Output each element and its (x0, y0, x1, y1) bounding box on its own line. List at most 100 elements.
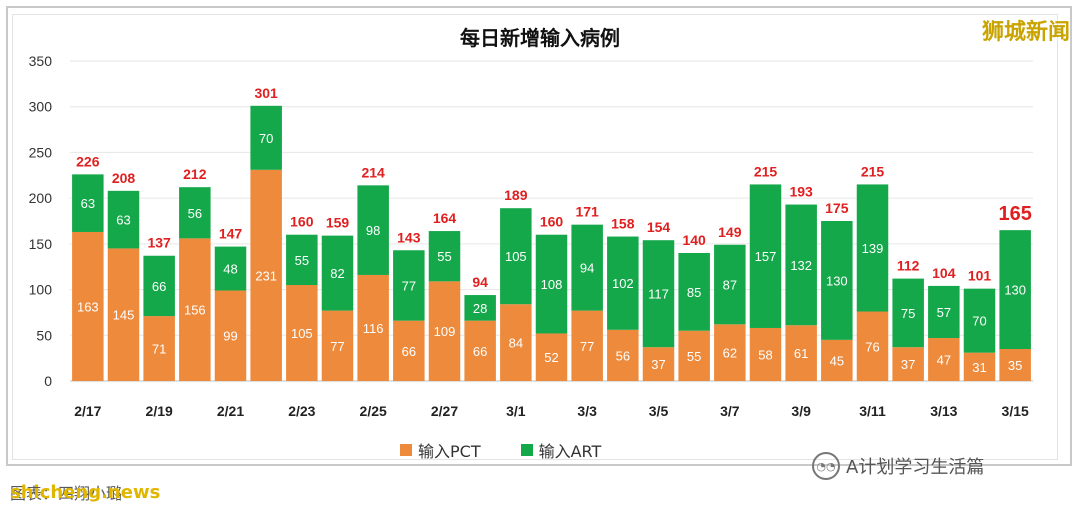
data-label-total: 301 (254, 85, 278, 101)
x-tick-label: 2/19 (146, 403, 173, 419)
x-tick-label: 3/3 (577, 403, 597, 419)
bar-art (892, 278, 924, 348)
data-label-art: 102 (612, 276, 634, 291)
data-label-total: 112 (897, 258, 920, 274)
bar-pct (464, 320, 496, 381)
data-label-art: 63 (116, 213, 130, 228)
data-label-total: 226 (76, 153, 100, 169)
data-label-total: 147 (219, 226, 243, 242)
bar-art (179, 187, 211, 239)
data-label-art: 63 (81, 196, 95, 211)
bar-art (821, 221, 853, 340)
bar-art (464, 295, 496, 321)
data-label-pct: 45 (830, 353, 844, 368)
legend: 输入PCT 输入ART (400, 438, 601, 462)
bar-art (286, 234, 318, 285)
bar-pct (72, 231, 104, 381)
data-label-art: 139 (862, 241, 884, 256)
legend-swatch-art (520, 444, 533, 456)
data-label-pct: 52 (544, 350, 558, 365)
bar-pct (785, 325, 817, 381)
data-label-art: 98 (366, 223, 380, 238)
bar-art (928, 285, 960, 339)
bar-pct (393, 320, 425, 381)
data-label-pct: 66 (473, 344, 487, 359)
chart-frame (6, 6, 1072, 466)
data-label-art: 105 (505, 249, 527, 264)
data-label-pct: 77 (580, 339, 594, 354)
x-tick-label: 2/25 (360, 403, 387, 419)
bar-art (571, 224, 603, 311)
data-label-art: 132 (790, 258, 812, 273)
data-label-total: 154 (647, 219, 671, 235)
bar-art (250, 105, 282, 170)
data-label-pct: 35 (1008, 358, 1022, 373)
legend-label-pct: 输入PCT (418, 442, 481, 461)
bar-pct (179, 238, 211, 381)
bar-pct (928, 338, 960, 381)
bar-pct (642, 347, 675, 381)
data-label-pct: 156 (184, 303, 206, 318)
data-label-pct: 61 (794, 346, 808, 361)
data-label-pct: 47 (937, 353, 951, 368)
data-label-pct: 116 (363, 321, 384, 336)
legend-item-art: 输入ART (520, 438, 602, 462)
bar-art (642, 240, 675, 348)
legend-label-art: 输入ART (538, 442, 602, 461)
wechat-icon: ◔◔ (812, 452, 840, 480)
account-name: A计划学习生活篇 (846, 457, 985, 478)
legend-item-pct: 输入PCT (400, 438, 481, 462)
data-label-pct: 77 (330, 339, 344, 354)
data-label-pct: 109 (434, 324, 456, 339)
data-label-pct: 66 (402, 344, 416, 359)
bar-pct (856, 311, 889, 381)
data-label-total: 189 (504, 187, 528, 203)
data-label-pct: 105 (291, 326, 313, 341)
data-label-pct: 76 (865, 339, 879, 354)
account-watermark: ◔◔ A计划学习生活篇 (812, 452, 984, 480)
bar-art (107, 190, 140, 249)
data-label-art: 55 (437, 249, 451, 264)
data-label-art: 28 (473, 301, 487, 316)
bar-art (999, 230, 1031, 349)
data-label-total: 193 (789, 184, 813, 200)
x-tick-label: 3/5 (649, 403, 669, 419)
data-label-art: 48 (223, 262, 237, 277)
bar-pct (999, 349, 1031, 381)
x-tick-label: 3/15 (1002, 403, 1029, 419)
chart-title: 每日新增输入病例 (460, 26, 620, 50)
x-tick-label: 3/9 (791, 403, 811, 419)
site-watermark: shicheng.news (10, 482, 161, 503)
data-label-art: 157 (755, 249, 777, 264)
x-tick-label: 2/27 (431, 403, 458, 419)
data-label-total: 149 (718, 224, 742, 240)
bar-art (714, 244, 746, 325)
data-label-art: 82 (330, 266, 344, 281)
x-tick-label: 3/7 (720, 403, 740, 419)
x-tick-label: 2/21 (217, 403, 244, 419)
bar-art (321, 235, 354, 311)
y-tick-label: 200 (29, 190, 53, 206)
bar-pct (357, 274, 389, 381)
brand-watermark: 狮城新闻 (981, 20, 1070, 45)
bar-pct (963, 352, 996, 381)
y-tick-label: 350 (29, 53, 53, 69)
data-label-total: 104 (932, 265, 956, 281)
x-tick-label: 2/23 (288, 403, 315, 419)
data-label-total: 140 (682, 232, 706, 248)
data-label-pct: 37 (901, 357, 915, 372)
bar-art (393, 250, 425, 321)
data-label-pct: 163 (77, 299, 99, 314)
y-tick-label: 300 (29, 99, 53, 115)
data-label-total: 158 (611, 216, 635, 232)
bar-pct (143, 316, 175, 381)
data-label-total: 165 (998, 203, 1031, 225)
y-tick-label: 100 (29, 282, 53, 298)
bar-art (500, 208, 532, 305)
data-label-total: 160 (540, 214, 564, 230)
x-tick-label: 2/17 (74, 403, 101, 419)
data-label-art: 117 (648, 287, 669, 302)
data-label-art: 94 (580, 261, 594, 276)
bar-art (357, 185, 389, 275)
legend-swatch-pct (400, 444, 412, 456)
